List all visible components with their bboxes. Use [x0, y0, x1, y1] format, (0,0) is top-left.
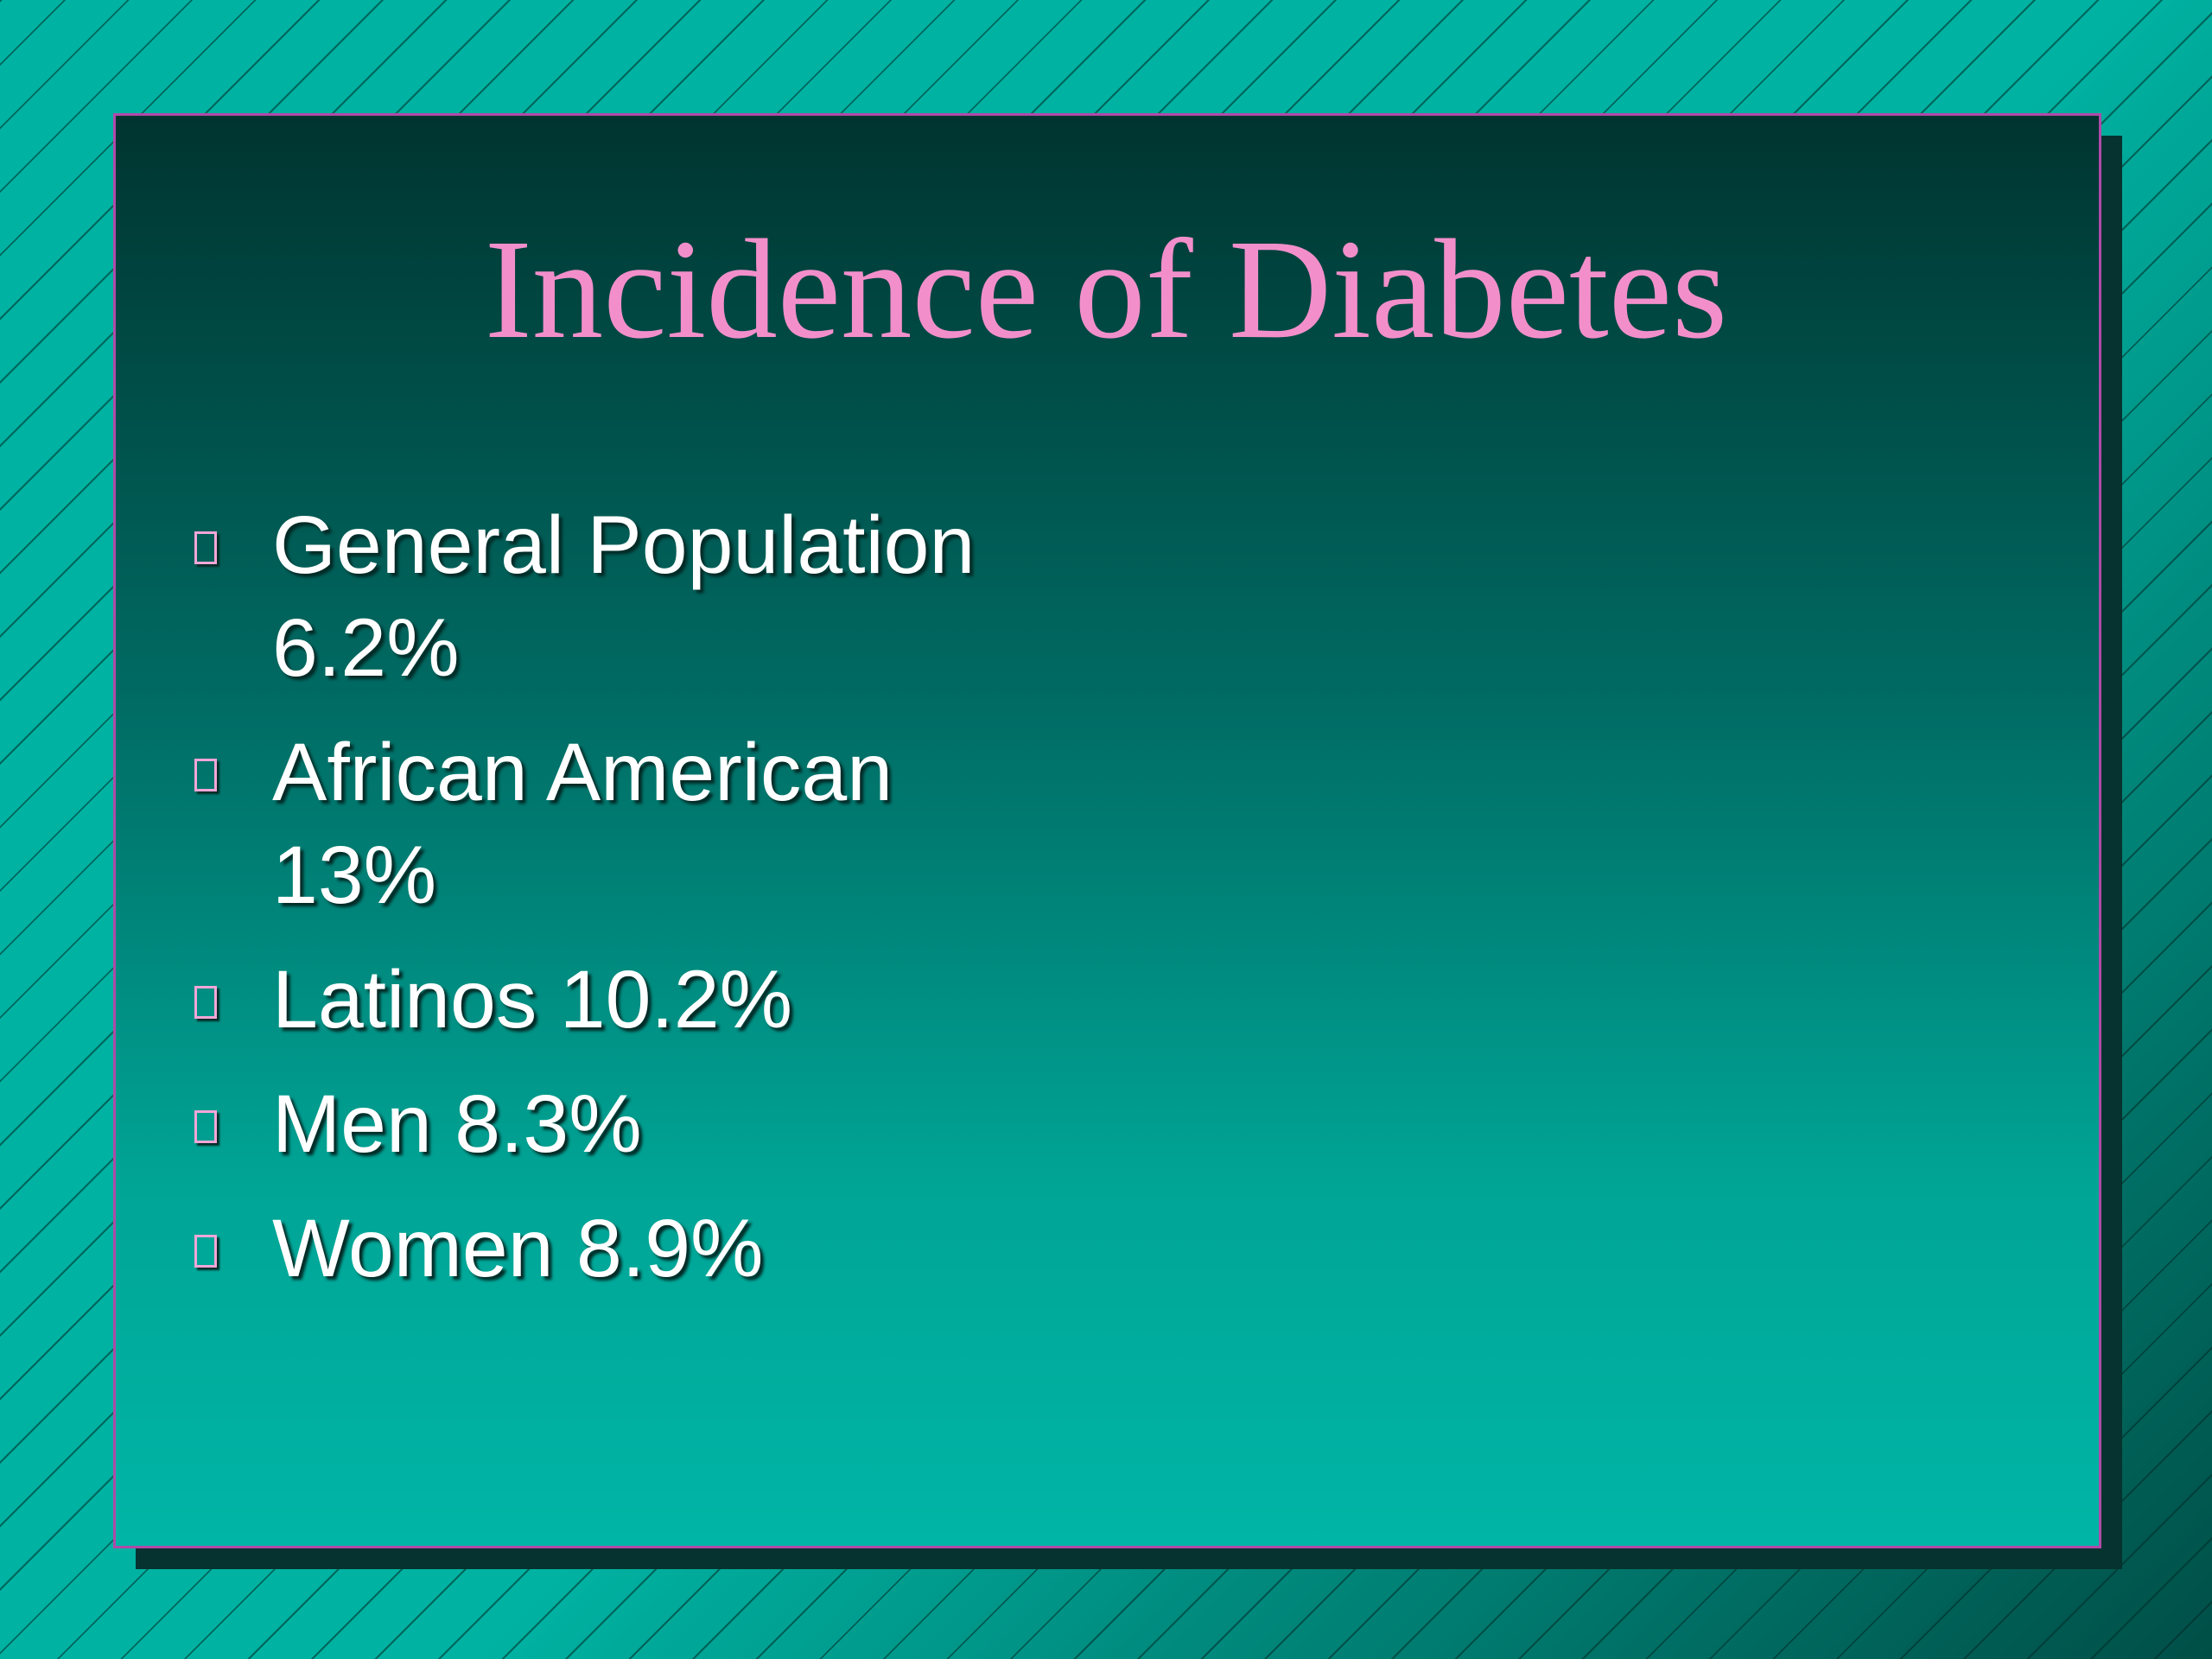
bullet-list: General Population 6.2% African American 13… — [0, 494, 975, 1322]
bullet-item: Women 8.9% — [0, 1198, 975, 1300]
bullet-marker — [194, 1235, 217, 1268]
slide-panel — [113, 113, 2101, 1548]
bullet-item: Latinos 10.2% — [0, 949, 975, 1052]
bullet-text: General Population — [272, 499, 976, 591]
slide-title: Incidence of Diabetes — [484, 210, 1728, 368]
bullet-marker — [194, 1110, 217, 1143]
bullet-marker — [194, 531, 217, 564]
bullet-item: Men 8.3% — [0, 1073, 975, 1176]
bullet-text: 13% — [272, 830, 437, 921]
bullet-text: Latinos 10.2% — [272, 954, 793, 1046]
bullet-marker — [194, 759, 217, 791]
bullet-text: African American — [272, 727, 893, 818]
bullet-text: Women 8.9% — [272, 1203, 764, 1294]
bullet-text: Men 8.3% — [272, 1078, 642, 1170]
bullet-marker — [194, 986, 217, 1019]
bullet-item: African American 13% — [0, 721, 975, 927]
bullet-item: General Population 6.2% — [0, 494, 975, 700]
bullet-text: 6.2% — [272, 602, 460, 694]
